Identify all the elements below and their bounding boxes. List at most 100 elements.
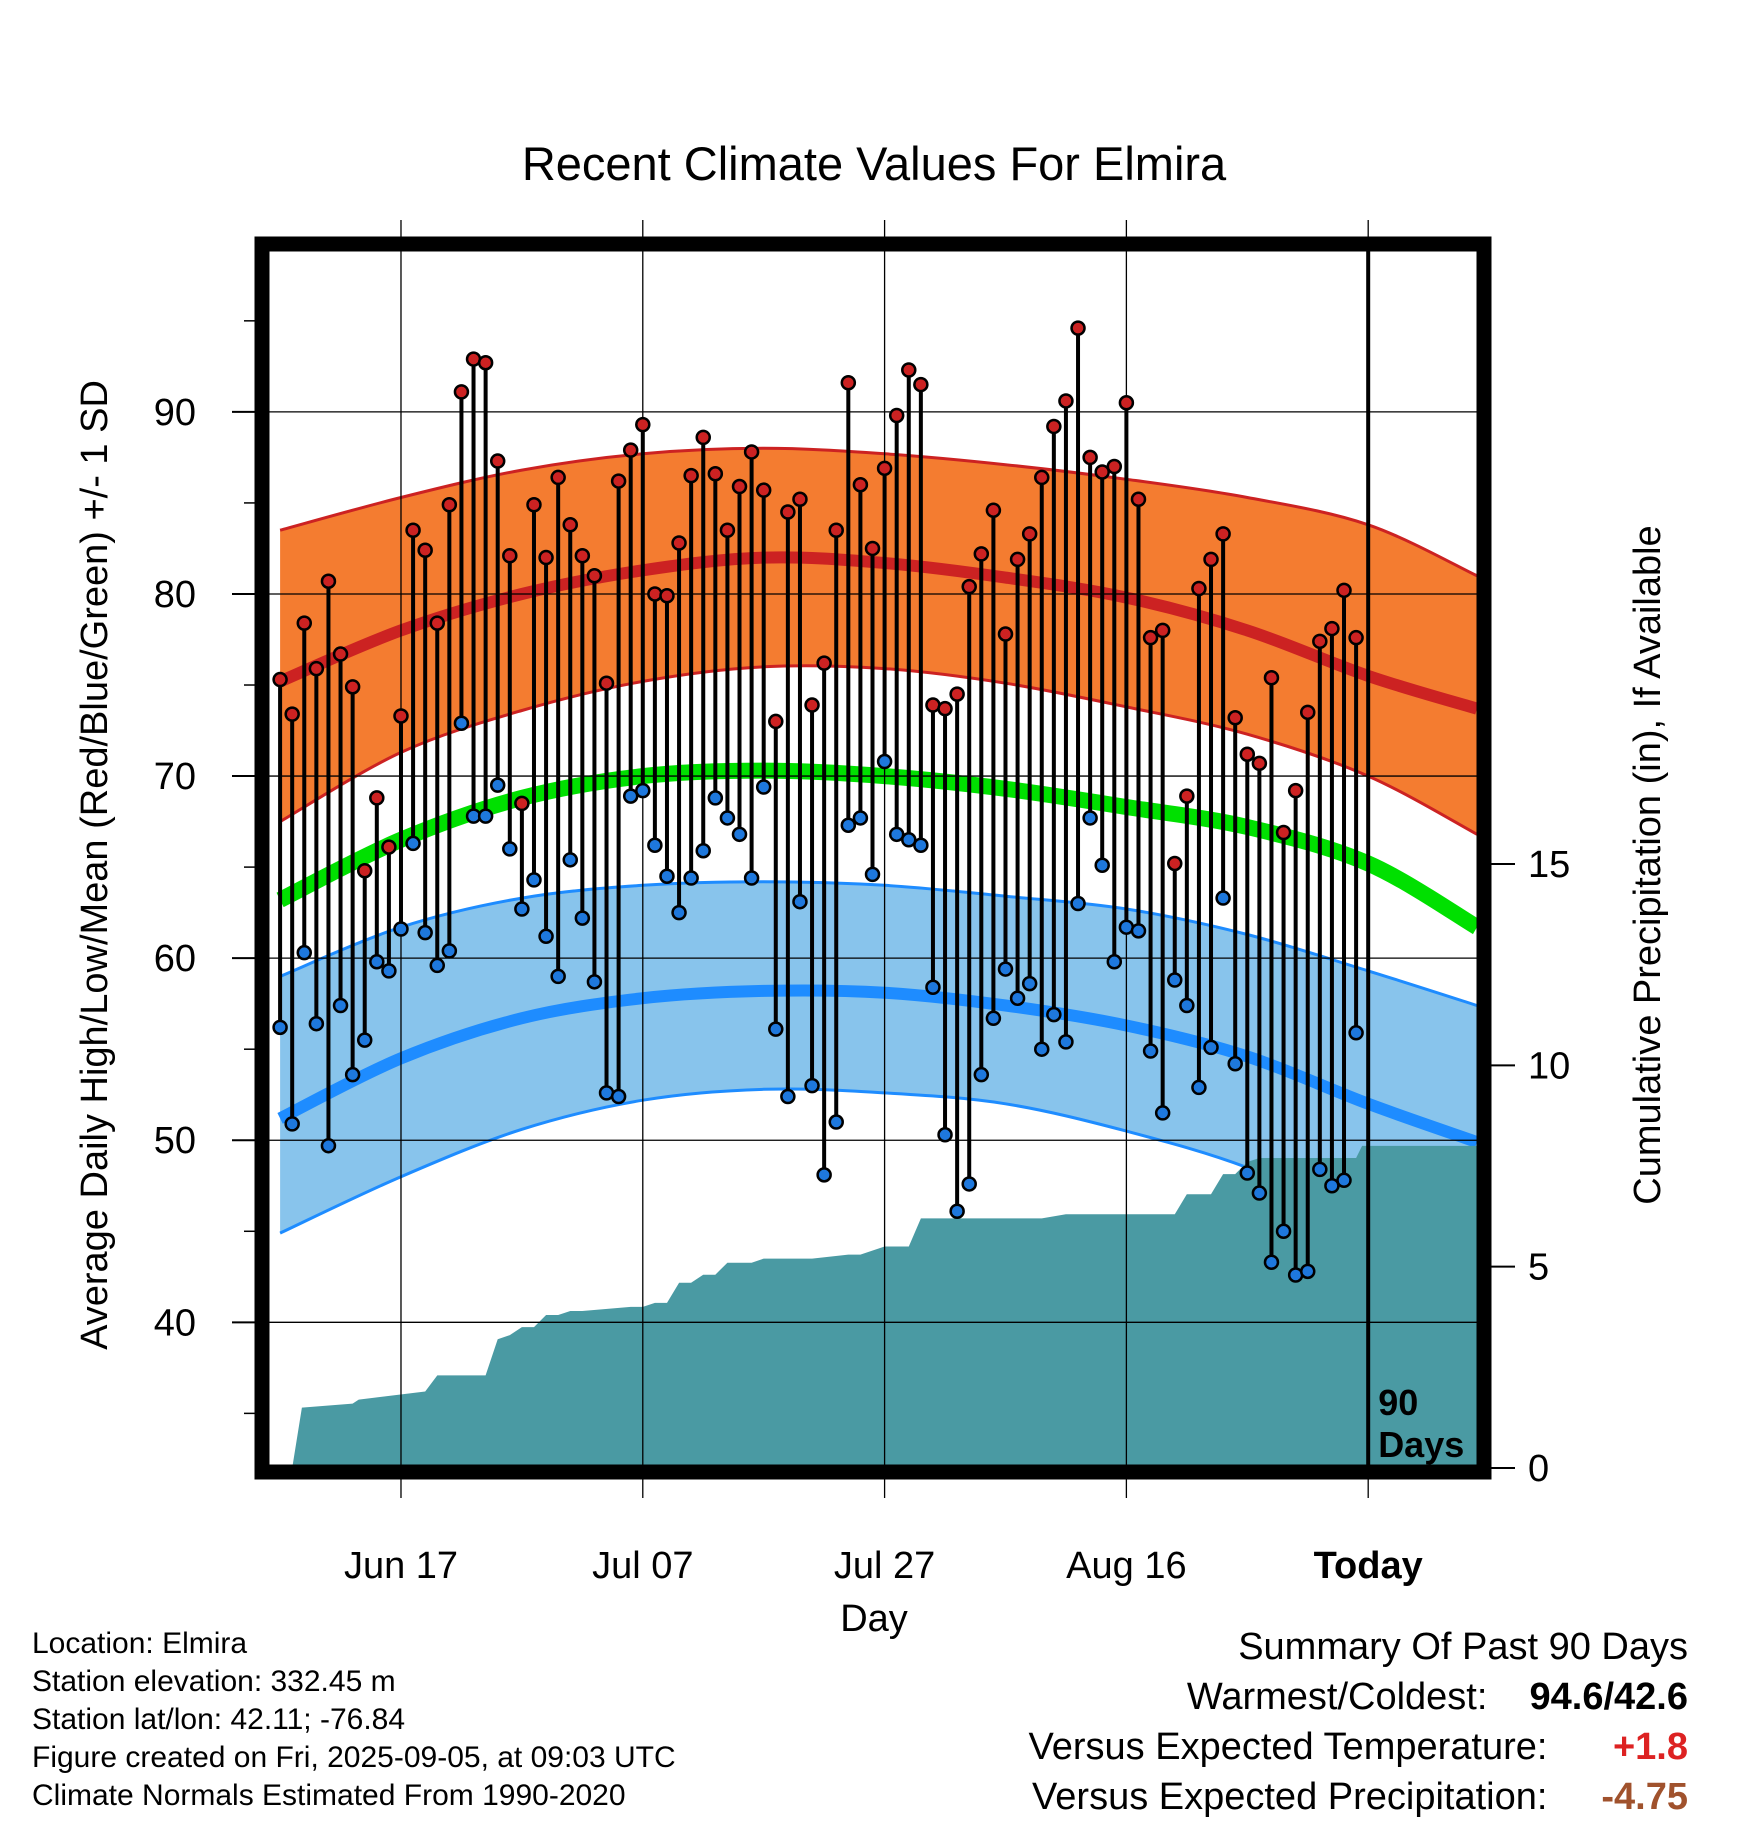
temp-anomaly-label: Versus Expected Temperature: <box>1028 1726 1548 1768</box>
daily-high-point <box>356 862 373 879</box>
daily-low-point <box>1324 1178 1340 1194</box>
daily-low-point <box>1142 1043 1159 1059</box>
daily-high-point <box>550 469 566 486</box>
daily-low-point <box>985 1010 1002 1026</box>
daily-low-point <box>308 1015 325 1032</box>
daily-high-point <box>997 626 1014 642</box>
daily-high-point <box>1142 629 1159 646</box>
daily-high-point <box>635 416 651 433</box>
daily-low-point <box>1130 923 1147 939</box>
y-axis-label: Average Daily High/Low/Mean (Red/Blue/Gr… <box>74 380 116 1350</box>
daily-low-point <box>477 808 494 824</box>
daily-low-point <box>574 910 591 926</box>
daily-high-point <box>1348 629 1364 646</box>
daily-high-point <box>429 615 446 631</box>
daily-low-point <box>864 866 881 883</box>
daily-high-point <box>1154 622 1171 639</box>
summary-title: Summary Of Past 90 Days <box>1238 1626 1688 1668</box>
daily-high-point <box>284 706 300 722</box>
daily-high-point <box>586 568 603 584</box>
daily-high-point <box>453 384 470 400</box>
summary-precip: Versus Expected Precipitation: -4.75 <box>1029 1772 1688 1822</box>
daily-high-point <box>695 429 711 446</box>
daily-high-point <box>1082 449 1098 466</box>
daily-high-point <box>743 444 760 460</box>
daily-high-point <box>973 546 990 562</box>
x-tick-label: Jun 17 <box>344 1545 458 1587</box>
daily-low-point <box>296 944 313 961</box>
x-tick-label: Jul 07 <box>592 1545 693 1587</box>
daily-low-point <box>659 868 675 884</box>
daily-low-point <box>562 852 578 868</box>
info-created: Figure created on Fri, 2025-09-05, at 09… <box>32 1741 676 1774</box>
daily-high-point <box>1070 320 1086 336</box>
daily-high-point <box>755 482 772 498</box>
daily-low-point <box>913 837 929 854</box>
daily-high-point <box>610 473 627 489</box>
y2-axis-label: Cumulative Precipitation (in), If Availa… <box>1627 525 1669 1204</box>
daily-low-point <box>1167 972 1183 988</box>
daily-high-point <box>768 713 784 730</box>
daily-low-point <box>586 974 603 990</box>
daily-low-point <box>1009 990 1026 1006</box>
daily-low-point <box>901 832 917 848</box>
y-tick-label: 40 <box>154 1302 196 1344</box>
y2-tick-label: 0 <box>1528 1448 1549 1490</box>
daily-high-point <box>1287 782 1304 799</box>
daily-low-point <box>743 870 760 886</box>
daily-high-point <box>804 697 820 713</box>
daily-high-point <box>502 547 518 564</box>
daily-high-point <box>647 586 663 602</box>
daily-high-point <box>441 496 458 513</box>
daily-high-point <box>1191 580 1207 597</box>
daily-high-point <box>683 467 699 484</box>
daily-high-point <box>901 362 917 378</box>
daily-high-point <box>1336 582 1352 599</box>
daily-low-point <box>1082 810 1098 826</box>
daily-high-point <box>1275 824 1292 841</box>
daily-high-point <box>320 573 337 589</box>
daily-high-point <box>393 708 409 724</box>
daily-high-point <box>828 522 844 538</box>
daily-low-point <box>635 782 651 799</box>
daily-low-point <box>381 963 397 979</box>
daily-high-point <box>381 839 397 855</box>
daily-low-point <box>453 715 470 732</box>
daily-high-point <box>1215 526 1231 542</box>
daily-high-point <box>1009 551 1026 568</box>
daily-high-point <box>272 671 288 688</box>
daily-high-point <box>1239 746 1256 762</box>
daily-low-point <box>393 921 409 937</box>
daily-low-point <box>683 870 699 886</box>
daily-low-point <box>1312 1161 1328 1178</box>
daily-low-point <box>1348 1025 1364 1041</box>
y2-tick-label: 15 <box>1528 844 1570 886</box>
daily-high-point <box>622 442 639 458</box>
temp-anomaly-value: +1.8 <box>1612 1726 1688 1768</box>
daily-low-point <box>1046 1006 1062 1023</box>
daily-low-point <box>1094 857 1110 874</box>
y2-tick-label: 5 <box>1528 1247 1549 1289</box>
daily-high-point <box>562 517 578 533</box>
y-tick-label: 50 <box>154 1120 196 1162</box>
daily-low-point <box>1034 1041 1050 1057</box>
daily-high-point <box>296 615 313 631</box>
daily-low-point <box>925 979 941 996</box>
daily-low-point <box>1154 1105 1171 1121</box>
daily-low-point <box>719 810 736 826</box>
chart-title: Recent Climate Values For Elmira <box>522 137 1227 190</box>
daily-low-point <box>961 1176 977 1192</box>
daily-high-point <box>526 496 542 513</box>
daily-high-point <box>659 588 675 604</box>
daily-low-point <box>1179 997 1195 1014</box>
daily-low-point <box>1239 1165 1256 1181</box>
x-tick-label: Aug 16 <box>1066 1545 1186 1587</box>
daily-low-point <box>1203 1039 1219 1056</box>
daily-low-point <box>792 893 808 910</box>
daily-high-point <box>780 504 796 520</box>
daily-low-point <box>1058 1034 1074 1050</box>
daily-high-point <box>1227 710 1243 726</box>
daily-high-point <box>1179 788 1195 804</box>
daily-low-point <box>768 1021 784 1037</box>
